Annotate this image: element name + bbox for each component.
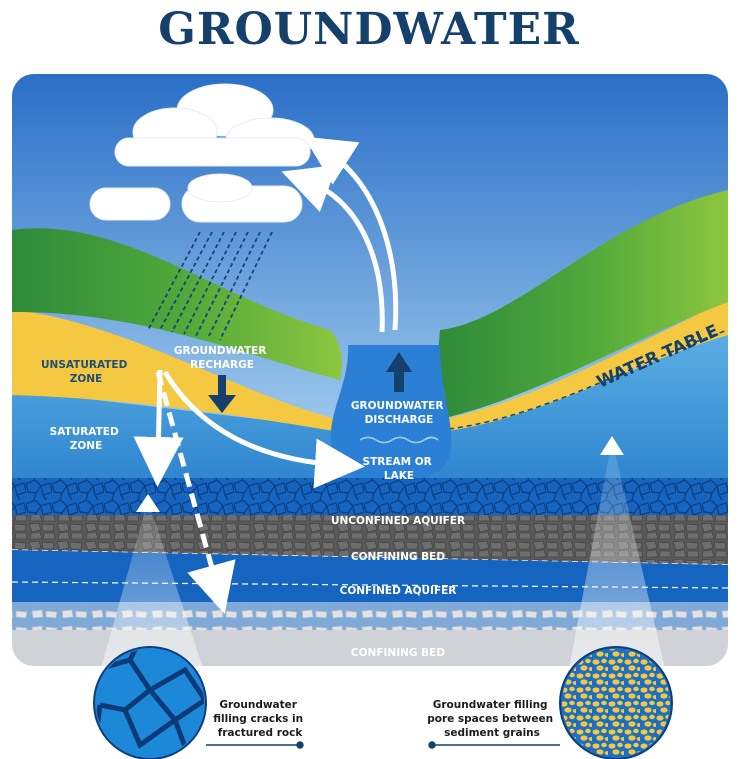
sediment-grains-icon xyxy=(559,646,673,759)
evaporation-arrows xyxy=(281,136,399,333)
cloud-icon xyxy=(89,83,315,223)
groundwater-discharge-label: GROUNDWATER DISCHARGE xyxy=(351,400,447,426)
fractured-rock-caption: Groundwater filling cracks in fractured … xyxy=(213,699,307,739)
groundwater-recharge-label: GROUNDWATER RECHARGE xyxy=(174,345,270,371)
confined-aquifer-label: CONFINED AQUIFER xyxy=(340,585,457,597)
saturated-zone xyxy=(12,335,728,480)
saturated-zone-label: SATURATED ZONE xyxy=(50,426,123,452)
recharge-deep-arrow xyxy=(155,371,236,615)
rain xyxy=(147,231,273,341)
beam-right xyxy=(565,440,670,690)
recharge-down-arrow-icon xyxy=(208,375,236,413)
discharge-up-arrow-icon xyxy=(386,352,412,392)
unsaturated-zone-label: UNSATURATED ZONE xyxy=(41,359,131,385)
beam-left xyxy=(95,500,210,690)
fractured-rock-icon xyxy=(93,646,207,759)
cross-section-panel xyxy=(12,74,728,666)
lake-wave xyxy=(359,436,439,444)
unconfined-aquifer-label: UNCONFINED AQUIFER xyxy=(331,515,465,527)
water-table-line xyxy=(439,329,728,431)
confining-bed-lower-label: CONFINING BED xyxy=(351,647,445,659)
stream-or-lake-label: STREAM OR LAKE xyxy=(363,456,436,482)
page-title: GROUNDWATER xyxy=(158,4,580,55)
sediment-grains-caption: Groundwater filling pore spaces between … xyxy=(427,699,557,739)
unsaturated-zone xyxy=(12,310,340,432)
right-hill xyxy=(438,190,728,418)
beam-arrows xyxy=(136,436,624,512)
callout-connectors xyxy=(206,741,560,749)
left-hill xyxy=(12,228,342,380)
unsaturated-zone-right xyxy=(440,300,728,432)
confining-bed-upper-label: CONFINING BED xyxy=(351,551,445,563)
